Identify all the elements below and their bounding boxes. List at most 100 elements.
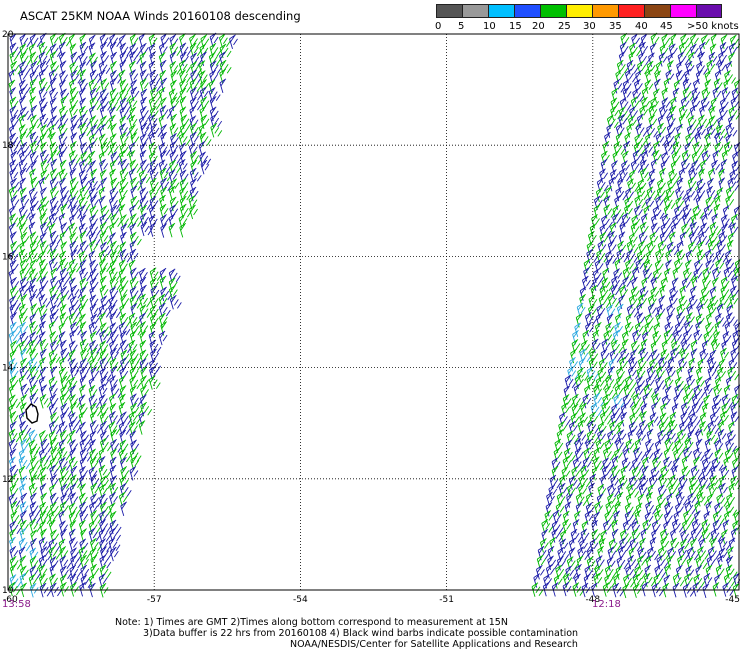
wind-barb (723, 572, 736, 588)
wind-barb (169, 105, 176, 120)
wind-barb (712, 277, 719, 292)
wind-barb (18, 205, 31, 220)
wind-barb (625, 187, 635, 202)
wind-barb (149, 277, 159, 293)
wind-barb (110, 205, 120, 220)
wind-barb (170, 70, 178, 85)
wind-barb (138, 411, 146, 426)
wind-barb (39, 276, 49, 291)
wind-barb (694, 500, 702, 516)
wind-barb (634, 133, 647, 149)
wind-barb (574, 438, 584, 453)
wind-barb (89, 176, 101, 192)
wind-barb (692, 78, 700, 94)
wind-barb (69, 564, 82, 580)
wind-barb (697, 358, 705, 373)
wind-barb (619, 97, 632, 112)
wind-barb (69, 573, 79, 589)
wind-barb (189, 204, 198, 220)
wind-barb (568, 475, 581, 490)
wind-barb (49, 141, 62, 157)
wind-barb (702, 275, 711, 291)
wind-barb (148, 205, 156, 220)
wind-barb (700, 159, 707, 174)
wind-barb (581, 520, 589, 535)
wind-barb (129, 60, 136, 76)
wind-barb (19, 60, 31, 76)
wind-barb (617, 545, 627, 561)
wind-barb (129, 385, 137, 400)
wind-barb (594, 259, 604, 274)
wind-barb (614, 447, 623, 463)
wind-barb (30, 114, 42, 130)
wind-barb (90, 493, 103, 508)
wind-barb (650, 349, 663, 364)
wind-barb (700, 286, 710, 301)
wind-barb (68, 312, 81, 327)
wind-barb (48, 257, 61, 273)
wind-barb (39, 60, 49, 76)
wind-barb (8, 330, 21, 345)
wind-barb (631, 403, 644, 418)
wind-barb (120, 411, 132, 426)
wind-barb (179, 42, 192, 57)
wind-barb (19, 167, 27, 183)
wind-barb (119, 59, 127, 75)
wind-barb (660, 465, 670, 480)
wind-barb (129, 204, 136, 220)
wind-barb (59, 475, 71, 490)
wind-barb (588, 482, 595, 498)
wind-barb (695, 555, 708, 571)
colorbar-label: 5 (458, 21, 465, 32)
wind-barb (100, 275, 107, 291)
wind-barb (219, 59, 232, 75)
wind-barb (646, 186, 659, 201)
wind-barb (9, 222, 16, 238)
wind-barb (611, 87, 619, 103)
wind-barb (693, 329, 703, 345)
wind-barb (732, 457, 740, 472)
wind-barb (130, 267, 139, 282)
wind-barb (69, 95, 79, 111)
wind-barb (623, 573, 635, 589)
wind-barb (58, 510, 66, 525)
wind-barb (704, 79, 712, 94)
wind-barb (646, 365, 659, 381)
wind-barb (609, 349, 622, 364)
wind-barb (99, 411, 109, 427)
wind-barb (693, 456, 700, 472)
wind-barb (674, 258, 683, 273)
wind-barb (594, 501, 604, 516)
wind-barb (138, 115, 151, 131)
wind-barb (100, 50, 110, 66)
wind-barb (49, 285, 62, 301)
wind-barb (670, 222, 678, 238)
lat-tick-label: 14 (2, 364, 14, 374)
wind-barb (118, 448, 131, 464)
wind-barb (19, 33, 32, 49)
wind-barb (190, 61, 203, 76)
wind-barb (555, 564, 568, 580)
wind-barb (189, 34, 201, 49)
wind-barb (60, 222, 70, 237)
wind-barb (58, 132, 68, 147)
wind-barb (667, 60, 674, 75)
wind-barb (30, 176, 40, 192)
wind-barb (99, 33, 112, 48)
wind-barb (671, 340, 684, 355)
wind-barb (99, 519, 112, 534)
wind-barb (559, 411, 571, 427)
wind-barb (9, 159, 19, 174)
wind-barb (711, 457, 724, 472)
wind-barb (669, 411, 677, 427)
wind-barb (209, 43, 222, 58)
wind-barb (730, 402, 738, 418)
wind-barb (189, 115, 199, 130)
wind-barb (158, 114, 166, 129)
wind-barb (728, 105, 740, 121)
wind-barb (639, 286, 649, 301)
wind-barb (695, 195, 703, 210)
wind-barb (590, 402, 603, 418)
wind-barb (69, 537, 78, 552)
wind-barb (657, 493, 669, 509)
